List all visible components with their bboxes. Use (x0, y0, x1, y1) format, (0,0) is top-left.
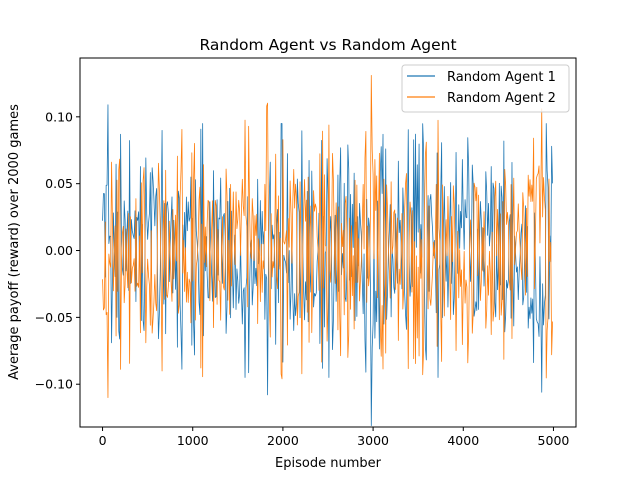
y-tick-label: −0.10 (35, 377, 73, 392)
series-layer (102, 74, 553, 427)
legend: Random Agent 1 Random Agent 2 (401, 64, 570, 113)
x-tick-label: 5000 (538, 433, 570, 448)
series-line-random-agent-2 (102, 74, 553, 398)
chart-title: Random Agent vs Random Agent (199, 36, 456, 54)
x-axis: 0 1000 2000 3000 4000 5000 (99, 427, 570, 448)
y-tick-label: −0.05 (35, 310, 73, 325)
y-axis-label: Average payoff (reward) over 2000 games (7, 104, 22, 380)
x-axis-label: Episode number (275, 456, 382, 471)
y-axis: −0.10 −0.05 0.00 0.05 0.10 (35, 109, 80, 392)
legend-label-random-agent-2: Random Agent 2 (447, 91, 556, 106)
x-tick-label: 4000 (447, 433, 479, 448)
legend-box (401, 64, 570, 113)
x-tick-label: 2000 (267, 433, 299, 448)
y-tick-label: 0.00 (45, 243, 73, 258)
plot-frame (79, 57, 577, 428)
y-tick-label: 0.05 (45, 176, 73, 191)
x-tick-label: 1000 (177, 433, 209, 448)
legend-label-random-agent-1: Random Agent 1 (447, 70, 556, 85)
x-tick-label: 0 (99, 433, 107, 448)
x-tick-label: 3000 (357, 433, 389, 448)
y-tick-label: 0.10 (45, 109, 73, 124)
